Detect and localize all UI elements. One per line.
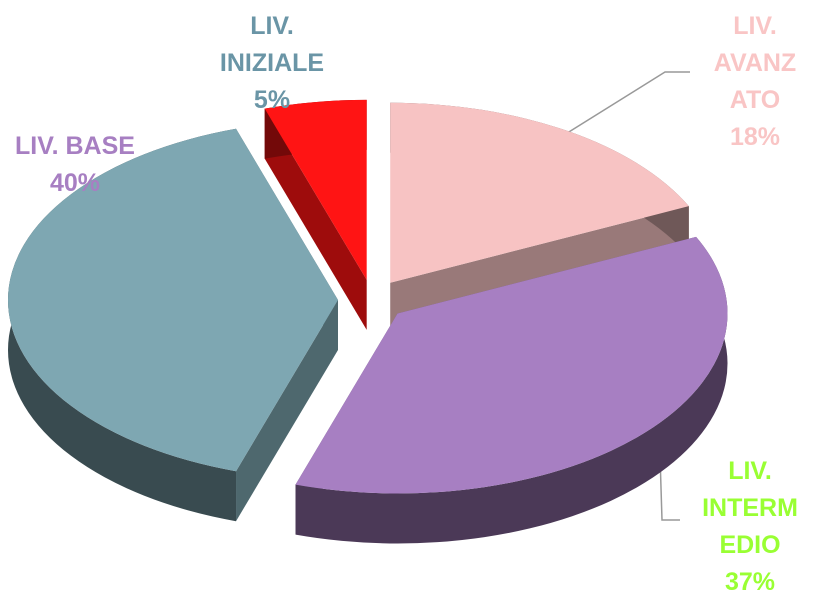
label-name: LIV. BASE (15, 132, 135, 160)
data-label: LIV. BASE 40% (0, 128, 170, 202)
slice (8, 128, 339, 472)
label-name: LIV. INIZIALE (219, 12, 325, 77)
slice-wall (295, 236, 728, 544)
label-value: 40% (49, 169, 101, 197)
label-value: 37% (724, 568, 776, 596)
slice-side (236, 300, 338, 522)
label-value: 18% (729, 123, 781, 151)
data-label: LIV. INIZIALE 5% (207, 8, 337, 119)
leader-line (539, 71, 690, 151)
slice-side (264, 108, 367, 330)
slice (295, 236, 728, 494)
label-value: 5% (253, 86, 291, 114)
slice (390, 102, 689, 283)
leader-line (659, 454, 680, 521)
slice (264, 99, 367, 280)
data-label: LIV. INTERMEDIO 37% (695, 453, 805, 601)
label-name: LIV. INTERMEDIO (702, 457, 798, 559)
data-label: LIV. AVANZATO 18% (705, 8, 805, 156)
label-name: LIV. AVANZATO (713, 12, 797, 114)
